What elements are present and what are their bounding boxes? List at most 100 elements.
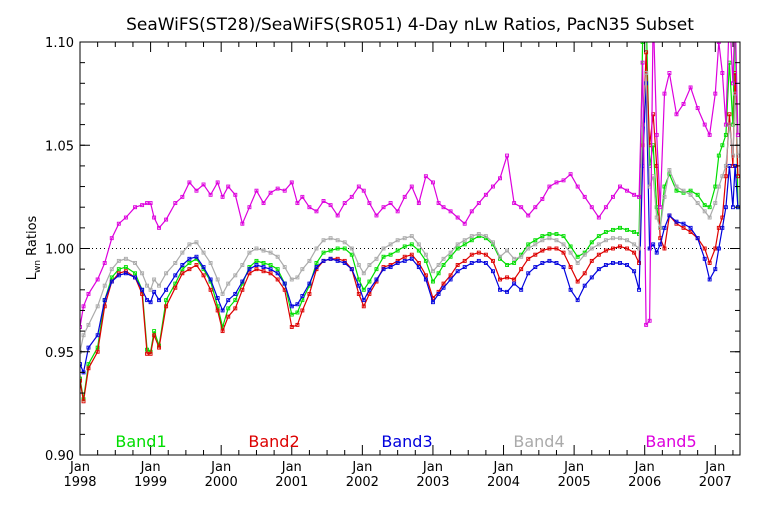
series-line-band4 xyxy=(80,72,739,352)
data-point xyxy=(436,271,441,276)
x-tick-label-year: 2003 xyxy=(416,475,449,490)
data-point xyxy=(140,271,145,276)
data-point xyxy=(667,168,672,172)
data-point xyxy=(342,246,347,251)
data-point xyxy=(505,263,510,267)
data-point xyxy=(187,267,192,272)
plot-area xyxy=(80,10,740,404)
data-point xyxy=(321,250,326,255)
data-point xyxy=(208,261,213,265)
data-point xyxy=(208,287,213,292)
data-point xyxy=(644,322,649,327)
data-point xyxy=(713,184,718,189)
data-point xyxy=(148,351,153,356)
data-point xyxy=(735,132,740,137)
data-point xyxy=(596,252,601,257)
data-point xyxy=(289,277,294,282)
data-point xyxy=(356,283,361,288)
data-point xyxy=(321,238,326,243)
data-point xyxy=(102,261,107,265)
data-point xyxy=(109,275,114,280)
data-point xyxy=(109,267,114,272)
data-point xyxy=(716,246,721,251)
data-point xyxy=(526,242,531,247)
data-point xyxy=(734,10,737,13)
data-point xyxy=(187,261,192,265)
data-point xyxy=(448,277,453,282)
data-point xyxy=(335,246,340,251)
data-point xyxy=(268,190,273,195)
data-point xyxy=(658,205,663,210)
data-point xyxy=(688,188,693,193)
data-point xyxy=(215,180,220,185)
data-point xyxy=(208,277,213,282)
data-point xyxy=(707,277,712,282)
x-tick-label-month: Jan xyxy=(422,460,443,475)
data-point xyxy=(356,277,361,282)
data-point xyxy=(625,238,630,243)
data-point xyxy=(133,261,138,265)
data-point xyxy=(220,291,225,296)
data-point xyxy=(349,267,354,272)
data-point xyxy=(220,329,225,334)
data-point xyxy=(314,209,319,214)
data-point xyxy=(505,289,510,294)
data-point xyxy=(702,122,707,127)
data-point xyxy=(469,209,474,214)
data-point xyxy=(441,285,446,290)
x-tick-label-year: 2006 xyxy=(628,475,661,490)
data-point xyxy=(226,298,231,303)
data-point xyxy=(654,250,659,255)
data-point xyxy=(342,261,347,265)
data-point xyxy=(240,287,245,292)
data-point xyxy=(247,205,252,210)
data-point xyxy=(388,252,393,257)
data-point xyxy=(547,232,552,236)
data-point xyxy=(109,279,114,284)
data-point xyxy=(448,209,453,214)
data-point xyxy=(688,85,693,90)
data-point xyxy=(409,242,414,247)
data-point xyxy=(674,219,679,224)
data-point xyxy=(240,279,245,284)
data-point xyxy=(86,345,91,350)
data-point xyxy=(116,273,121,278)
data-point xyxy=(180,194,185,199)
data-point xyxy=(596,234,601,239)
data-point xyxy=(123,256,128,261)
data-point xyxy=(194,188,199,193)
data-point xyxy=(667,71,672,75)
data-point xyxy=(282,265,287,270)
data-point xyxy=(381,246,386,251)
legend-band5: Band5 xyxy=(645,432,696,451)
data-point xyxy=(300,308,305,313)
data-point xyxy=(654,215,659,220)
data-point xyxy=(295,310,300,315)
data-point xyxy=(289,180,294,185)
data-point xyxy=(483,234,488,239)
data-point xyxy=(568,244,573,249)
data-point xyxy=(702,209,707,214)
legend: Band1 Band2 Band3 Band4 Band5 xyxy=(115,432,696,451)
data-point xyxy=(133,205,138,210)
data-point xyxy=(476,201,481,206)
data-point xyxy=(637,194,642,199)
data-point xyxy=(116,221,121,226)
data-point xyxy=(632,269,637,274)
data-point xyxy=(430,269,435,274)
x-tick-label-year: 2005 xyxy=(558,475,591,490)
data-point xyxy=(625,263,630,267)
data-point xyxy=(402,258,407,263)
data-point xyxy=(215,277,220,282)
data-point xyxy=(533,205,538,210)
data-point xyxy=(618,244,622,249)
data-point xyxy=(568,265,573,270)
data-point xyxy=(367,201,372,206)
data-point xyxy=(707,215,712,220)
data-point xyxy=(215,308,220,313)
y-tick-label: 0.90 xyxy=(45,449,74,464)
data-point xyxy=(713,201,718,206)
data-point xyxy=(187,180,192,185)
data-point xyxy=(436,201,441,206)
